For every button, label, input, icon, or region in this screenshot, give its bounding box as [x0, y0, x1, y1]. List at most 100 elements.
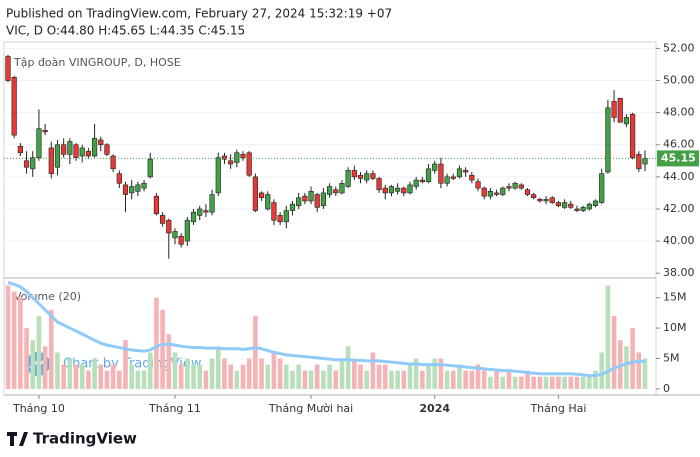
candle-body — [425, 168, 432, 182]
candle-body — [104, 144, 110, 155]
volume-bar — [574, 376, 580, 389]
volume-bar — [636, 352, 642, 389]
volume-bar — [185, 358, 190, 389]
candle-body — [209, 194, 215, 213]
volume-bar — [463, 370, 468, 389]
volume-bar — [18, 297, 23, 389]
candle-body — [302, 195, 308, 202]
candle-body — [438, 163, 444, 184]
candle-body — [308, 191, 314, 202]
candle-body — [246, 152, 252, 176]
volume-bar — [73, 364, 79, 389]
candle-body — [333, 189, 339, 194]
volume-bar — [166, 334, 172, 389]
y-tick-label: 46.00 — [663, 138, 695, 151]
candle-body — [623, 117, 630, 125]
volume-bar — [438, 358, 444, 389]
candle-body — [469, 174, 475, 181]
volume-bar — [605, 285, 611, 389]
volume-bar — [568, 376, 574, 389]
x-tick-label: 2024 — [419, 402, 450, 415]
candle-body — [172, 231, 178, 239]
volume-bar — [67, 358, 73, 389]
candle-body — [586, 203, 592, 210]
candle-body — [500, 187, 506, 195]
volume-bar — [543, 376, 549, 389]
candle-body — [42, 129, 48, 133]
last-price-box — [657, 150, 699, 167]
volume-bar — [117, 370, 122, 389]
candle-body — [599, 173, 605, 203]
volume-bar — [450, 370, 456, 389]
candle-body — [160, 215, 166, 224]
volume-bar — [92, 358, 97, 389]
candle-body — [506, 186, 512, 189]
volume-bar — [5, 285, 11, 389]
y2-tick-label: 10M — [663, 321, 687, 334]
candle-body — [141, 182, 147, 189]
volume-bar — [277, 358, 283, 389]
candle-body — [265, 194, 271, 210]
candle-body — [54, 144, 61, 168]
volume-bar — [413, 358, 419, 389]
candle-body — [73, 144, 79, 158]
volume-bar — [500, 376, 506, 389]
candle-body — [11, 77, 17, 136]
volume-bar — [228, 364, 233, 389]
candle-body — [314, 194, 320, 208]
candle-body — [592, 200, 599, 207]
candle-body — [289, 203, 296, 211]
candle-body — [611, 101, 617, 118]
volume-bar — [525, 370, 530, 389]
quote: VIC, D O:44.80 H:45.65 L:44.35 C:45.15 — [6, 24, 245, 38]
candle-body — [512, 182, 518, 189]
y-tick-label: 44.00 — [663, 170, 695, 183]
volume-bar — [42, 346, 48, 389]
volume-bar — [512, 376, 518, 389]
candle-body — [493, 192, 500, 195]
volume-bar — [147, 352, 153, 389]
x-tick-label: Tháng Hai — [529, 402, 586, 415]
volume-bar — [382, 364, 388, 389]
volume-bar — [531, 376, 536, 389]
volume-bar — [48, 309, 54, 389]
candle-body — [524, 189, 531, 195]
candle-body — [568, 203, 574, 208]
candle-body — [395, 187, 401, 192]
candle-body — [574, 208, 580, 211]
volume-bar — [370, 352, 376, 389]
x-tick-label: Tháng Mười hai — [268, 402, 353, 415]
candle-body — [296, 197, 302, 207]
candle-body — [91, 138, 98, 157]
candle-body — [228, 160, 234, 165]
candle-body — [23, 160, 30, 168]
y-tick-label: 50.00 — [663, 74, 695, 87]
volume-bar — [537, 376, 543, 389]
volume-bar — [215, 346, 221, 389]
volume-bar — [481, 370, 487, 389]
candle-body — [549, 197, 555, 203]
volume-bar — [488, 376, 493, 389]
volume-bar — [352, 358, 357, 389]
volume-bar — [154, 297, 159, 389]
logo-text: TradingView — [33, 430, 137, 448]
candle-body — [642, 158, 648, 165]
volume-bar — [426, 364, 431, 389]
x-tick-label: Tháng 11 — [148, 402, 201, 415]
candle-body — [382, 187, 388, 194]
candle-body — [147, 158, 153, 178]
candle-body — [153, 195, 160, 215]
volume-bar — [79, 364, 85, 389]
candle-body — [351, 170, 357, 178]
candle-body — [518, 184, 524, 189]
candle-body — [178, 235, 184, 245]
candle-body — [407, 184, 413, 194]
candle-body — [116, 173, 122, 184]
volume-bar — [587, 376, 592, 389]
candle-body — [79, 147, 85, 157]
volume-bar — [222, 358, 227, 389]
candle-body — [36, 128, 42, 158]
candle-body — [61, 144, 67, 155]
volume-bar — [475, 364, 481, 389]
